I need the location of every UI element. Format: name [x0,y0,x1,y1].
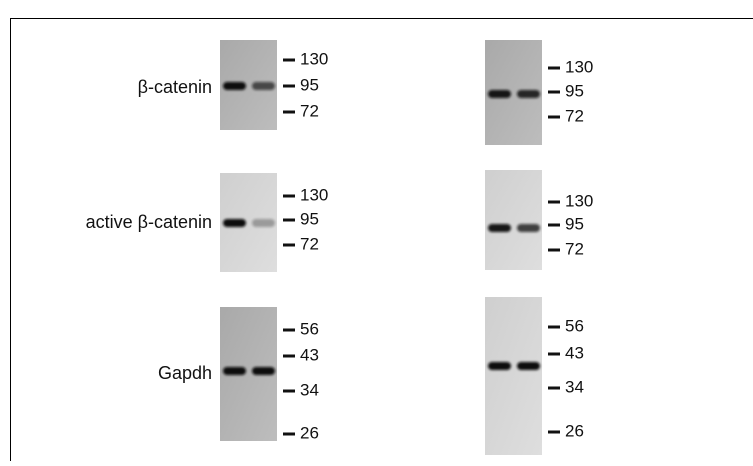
band [252,367,275,375]
band [517,224,540,232]
marker-tick [283,59,295,62]
marker-label: 130 [300,185,328,204]
band [517,362,540,370]
marker-label: 34 [300,380,319,399]
marker-label: 130 [300,49,328,68]
blot [485,297,542,455]
band [223,219,246,227]
band [488,362,511,370]
marker-tick [283,111,295,114]
blot [485,170,542,270]
marker-label: 43 [300,345,319,364]
band [223,82,246,90]
marker-tick [283,390,295,393]
marker-tick [283,433,295,436]
marker-label: 72 [300,234,319,253]
marker-tick [548,201,560,204]
marker-tick [283,195,295,198]
figure: β-catenin 130 95 72 130 95 72 active β-catenin 1… [0,0,753,461]
row-label: Gapdh [158,363,212,383]
marker-tick [283,219,295,222]
marker-label: 72 [300,101,319,120]
marker-label: 130 [565,57,593,76]
band [252,82,275,90]
band [517,90,540,98]
page: {"rows": [ {"label": "β-catenin", "left_… [0,0,753,461]
marker-label: 95 [300,75,319,94]
marker-label: 56 [565,316,584,335]
marker-tick [548,353,560,356]
marker-tick [283,244,295,247]
marker-label: 34 [565,377,584,396]
band [223,367,246,375]
marker-label: 72 [565,239,584,258]
row-label: active β-catenin [86,212,212,232]
row-label: β-catenin [138,77,212,97]
marker-label: 26 [300,423,319,442]
marker-tick [548,116,560,119]
marker-tick [283,329,295,332]
marker-tick [548,326,560,329]
marker-label: 95 [300,209,319,228]
marker-label: 26 [565,421,584,440]
marker-label: 56 [300,319,319,338]
band [488,224,511,232]
marker-label: 43 [565,343,584,362]
marker-tick [283,85,295,88]
marker-tick [283,355,295,358]
marker-tick [548,91,560,94]
figure-border [11,19,753,462]
marker-label: 95 [565,214,584,233]
band [488,90,511,98]
marker-tick [548,67,560,70]
marker-tick [548,224,560,227]
marker-tick [548,249,560,252]
marker-tick [548,431,560,434]
marker-label: 130 [565,191,593,210]
marker-tick [548,387,560,390]
marker-label: 72 [565,106,584,125]
band [252,219,275,227]
marker-label: 95 [565,81,584,100]
